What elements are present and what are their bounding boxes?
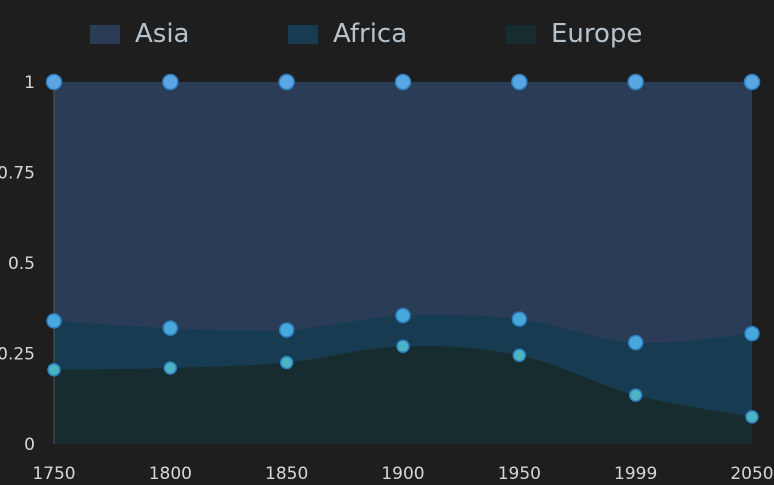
x-tick-label: 1950: [498, 464, 541, 484]
legend-swatch-europe: [506, 24, 536, 44]
chart-legend: Asia Africa Europe: [0, 14, 774, 54]
marker-asia-1750[interactable]: [45, 73, 63, 91]
marker-europe-1800[interactable]: [163, 361, 178, 375]
marker-asia-1950[interactable]: [511, 73, 528, 91]
x-tick-label: 1800: [149, 464, 192, 484]
marker-europe-2050[interactable]: [745, 410, 759, 424]
marker-africa-1900[interactable]: [395, 307, 411, 324]
marker-asia-1999[interactable]: [627, 73, 644, 91]
y-tick-label: 0.25: [0, 345, 35, 365]
legend-label-africa: Africa: [333, 19, 408, 49]
marker-asia-2050[interactable]: [743, 73, 761, 91]
marker-layer: [45, 73, 761, 424]
legend-swatch-africa: [288, 24, 318, 44]
y-tick-label: 0.75: [0, 164, 35, 184]
marker-europe-1950[interactable]: [512, 348, 527, 363]
marker-africa-1750[interactable]: [46, 313, 62, 329]
legend-label-europe: Europe: [551, 19, 643, 49]
y-tick-label: 0: [24, 435, 35, 455]
marker-asia-1900[interactable]: [394, 73, 412, 91]
legend-item-asia[interactable]: Asia: [90, 14, 190, 54]
marker-africa-1800[interactable]: [162, 320, 179, 336]
area-layer: [54, 82, 752, 444]
y-tick-label: 0.5: [8, 254, 35, 274]
legend-swatch-asia: [90, 24, 120, 44]
x-axis-ticks: 1750 1800 1850 1900 1950 1999 2050: [32, 464, 773, 484]
marker-africa-2050[interactable]: [744, 325, 760, 342]
marker-africa-1850[interactable]: [278, 322, 295, 338]
marker-africa-1950[interactable]: [511, 311, 528, 327]
y-axis-ticks: 0 0.25 0.5 0.75 1: [0, 73, 35, 455]
area-europe: [54, 345, 752, 444]
legend-item-africa[interactable]: Africa: [288, 14, 407, 54]
x-tick-label: 2050: [730, 464, 773, 484]
x-tick-label: 1850: [265, 464, 308, 484]
marker-europe-1999[interactable]: [628, 388, 643, 402]
legend-label-asia: Asia: [135, 19, 190, 49]
x-tick-label: 1999: [614, 464, 657, 484]
x-tick-label: 1900: [381, 464, 424, 484]
y-tick-label: 1: [24, 73, 35, 93]
marker-europe-1900[interactable]: [396, 339, 410, 354]
x-tick-label: 1750: [32, 464, 75, 484]
marker-africa-1999[interactable]: [627, 334, 644, 351]
marker-europe-1750[interactable]: [47, 363, 61, 377]
marker-europe-1850[interactable]: [279, 355, 294, 370]
marker-asia-1800[interactable]: [162, 73, 179, 91]
marker-asia-1850[interactable]: [278, 73, 295, 91]
legend-item-europe[interactable]: Europe: [506, 14, 642, 54]
